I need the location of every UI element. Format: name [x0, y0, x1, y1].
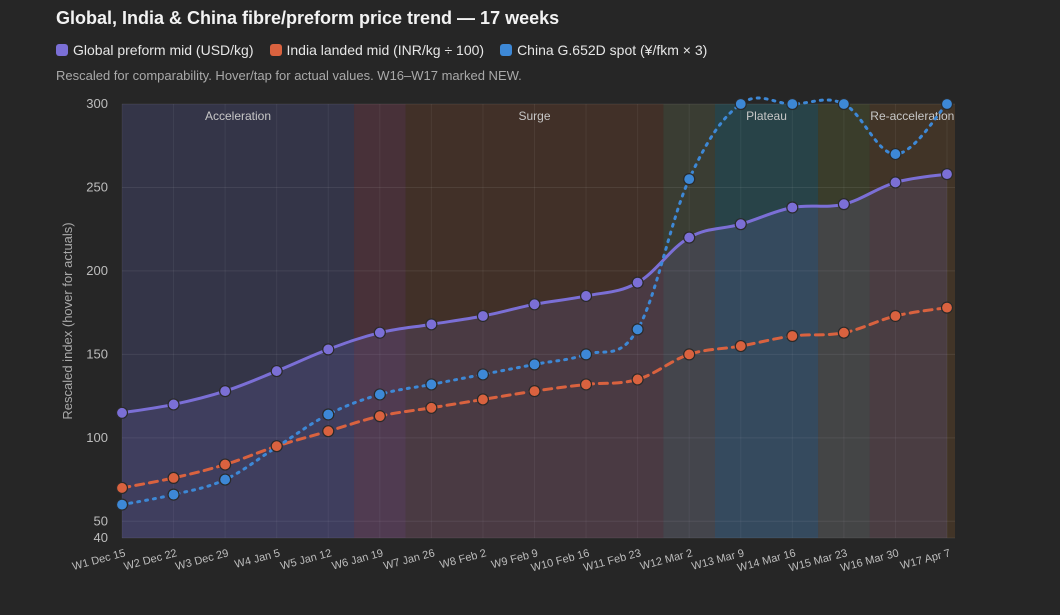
data-point-global[interactable] — [631, 276, 644, 289]
data-point-china[interactable] — [683, 173, 696, 186]
phase-label: Plateau — [746, 109, 787, 123]
x-tick-label: W2 Dec 22 — [123, 547, 179, 573]
legend-label-china: China G.652D spot (¥/fkm × 3) — [517, 42, 708, 58]
legend-item-india[interactable]: India landed mid (INR/kg ÷ 100) — [269, 42, 485, 58]
chart-subtitle: Rescaled for comparability. Hover/tap fo… — [56, 68, 522, 83]
data-point-india[interactable] — [940, 301, 954, 314]
phase-label: Acceleration — [205, 109, 271, 123]
data-point-china[interactable] — [476, 368, 490, 381]
data-point-india[interactable] — [683, 348, 696, 361]
data-point-global[interactable] — [837, 198, 850, 211]
legend-item-china[interactable]: China G.652D spot (¥/fkm × 3) — [500, 42, 707, 58]
data-point-india[interactable] — [631, 373, 644, 386]
x-tick-label: W6 Jan 19 — [331, 547, 385, 572]
data-point-global[interactable] — [373, 326, 386, 339]
x-tick-label: W16 Mar 30 — [839, 547, 900, 574]
x-tick-label: W14 Mar 16 — [736, 547, 797, 574]
data-point-india[interactable] — [115, 481, 129, 495]
data-point-china[interactable] — [219, 473, 232, 486]
x-tick-label: W7 Jan 26 — [382, 547, 436, 572]
x-tick-label: W12 Mar 2 — [639, 547, 694, 573]
data-point-global[interactable] — [425, 318, 438, 331]
legend-swatch-china — [500, 44, 513, 56]
data-point-india[interactable] — [579, 378, 593, 391]
data-point-global[interactable] — [786, 201, 799, 214]
data-point-china[interactable] — [373, 388, 386, 401]
y-tick-label: 200 — [86, 263, 108, 278]
data-point-global[interactable] — [219, 385, 232, 398]
x-tick-label: W11 Feb 23 — [582, 547, 642, 574]
data-point-china[interactable] — [786, 97, 799, 111]
x-tick-label: W15 Mar 23 — [788, 547, 849, 574]
y-tick-label: 50 — [94, 513, 108, 528]
data-point-china[interactable] — [167, 488, 180, 501]
data-point-india[interactable] — [167, 471, 180, 485]
x-tick-label: W5 Jan 12 — [279, 547, 333, 572]
x-tick-label: W1 Dec 15 — [71, 547, 127, 573]
data-point-global[interactable] — [167, 398, 180, 411]
data-point-india[interactable] — [219, 458, 232, 471]
y-tick-label: 100 — [86, 430, 108, 445]
series-area-global — [122, 174, 947, 538]
data-point-global[interactable] — [940, 168, 954, 181]
x-tick-label: W3 Dec 29 — [174, 547, 230, 573]
x-tick-label: W17 Apr 7 — [899, 547, 952, 572]
data-point-india[interactable] — [322, 425, 335, 438]
data-point-india[interactable] — [270, 440, 283, 453]
data-point-china[interactable] — [940, 97, 954, 111]
legend-label-india: India landed mid (INR/kg ÷ 100) — [286, 42, 485, 58]
data-point-global[interactable] — [579, 289, 593, 303]
phase-band — [818, 104, 870, 538]
y-tick-label: 150 — [86, 346, 108, 361]
data-point-global[interactable] — [528, 298, 541, 311]
chart-title: Global, India & China fibre/preform pric… — [56, 8, 560, 28]
x-tick-label: W8 Feb 2 — [439, 547, 488, 571]
x-tick-label: W4 Jan 5 — [233, 547, 281, 571]
phase-label: Surge — [518, 109, 550, 123]
phase-band — [354, 104, 406, 538]
data-point-china[interactable] — [115, 498, 129, 511]
data-point-global[interactable] — [734, 218, 747, 231]
phase-band — [122, 104, 355, 538]
data-point-india[interactable] — [734, 339, 747, 353]
data-point-india[interactable] — [837, 326, 850, 339]
legend-item-global[interactable]: Global preform mid (USD/kg) — [56, 42, 254, 58]
data-point-china[interactable] — [734, 97, 747, 111]
data-point-global[interactable] — [115, 406, 129, 419]
data-point-india[interactable] — [528, 385, 541, 398]
y-tick-label: 40 — [94, 530, 108, 545]
data-point-china[interactable] — [837, 97, 850, 111]
phase-label: Re-acceleration — [870, 109, 954, 123]
legend-swatch-global — [56, 44, 68, 56]
data-point-india[interactable] — [786, 329, 799, 343]
data-point-china[interactable] — [322, 408, 335, 421]
y-tick-label: 300 — [86, 96, 108, 111]
y-tick-label: 250 — [86, 179, 108, 194]
data-point-china[interactable] — [579, 348, 593, 361]
data-point-india[interactable] — [425, 401, 438, 414]
data-point-global[interactable] — [889, 176, 902, 189]
x-tick-label: W10 Feb 16 — [530, 547, 591, 574]
chart-legend: Global preform mid (USD/kg) India landed… — [56, 42, 723, 58]
data-point-global[interactable] — [683, 231, 696, 244]
data-point-global[interactable] — [322, 343, 335, 356]
data-point-india[interactable] — [373, 410, 386, 423]
legend-label-global: Global preform mid (USD/kg) — [73, 42, 254, 58]
data-point-india[interactable] — [889, 309, 902, 323]
data-point-global[interactable] — [270, 364, 283, 378]
legend-swatch-india — [269, 44, 282, 56]
data-point-china[interactable] — [631, 323, 644, 336]
data-point-china[interactable] — [528, 358, 541, 371]
data-point-india[interactable] — [476, 393, 490, 406]
data-point-china[interactable] — [425, 378, 438, 391]
data-point-global[interactable] — [476, 309, 490, 323]
data-point-china[interactable] — [889, 147, 902, 161]
phase-band — [714, 104, 819, 538]
y-axis-label: Rescaled index (hover for actuals) — [60, 222, 75, 419]
